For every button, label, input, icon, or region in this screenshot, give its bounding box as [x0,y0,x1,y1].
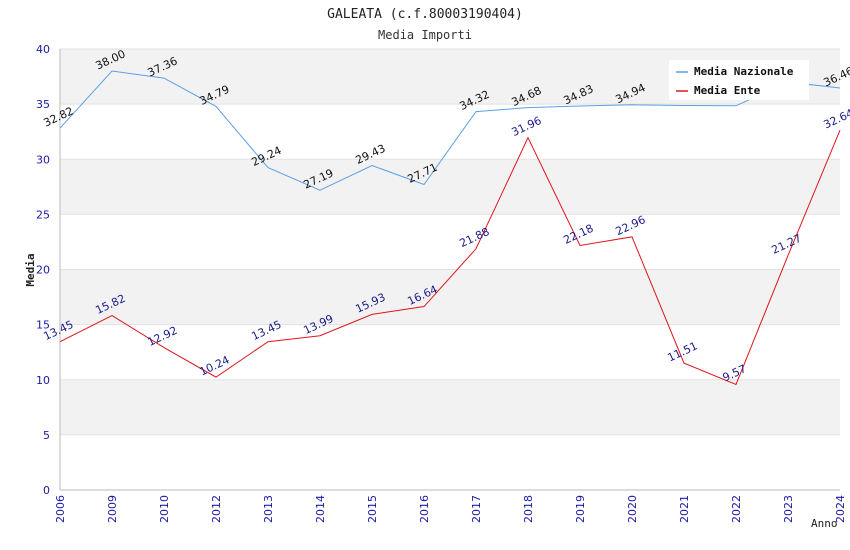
x-tick-label: 2021 [678,495,691,523]
plot-bands [60,49,840,435]
x-tick-label: 2014 [314,495,327,523]
x-tick-label: 2016 [418,495,431,523]
series-line-media-ente [59,129,841,386]
series-line-media-nazionale [59,70,841,191]
x-tick-label: 2013 [262,495,275,523]
x-tick-label: 2018 [522,495,535,523]
x-tick-label: 2023 [782,495,795,523]
y-tick-label: 10 [36,374,50,387]
data-label: 32.64 [821,106,850,131]
plot-band [60,269,840,325]
data-label: 31.96 [509,114,543,139]
data-label: 10.24 [197,353,231,378]
legend-label-media-ente: Media Ente [694,84,761,97]
chart-title: GALEATA (c.f.80003190404) [327,7,523,22]
x-tick-label: 2012 [210,495,223,523]
data-label: 21.27 [769,232,803,257]
y-tick-label: 20 [36,264,50,277]
legend: Media Nazionale Media Ente [669,60,809,100]
data-label: 22.96 [613,213,647,238]
x-tick-label: 2017 [470,495,483,523]
x-tick-label: 2022 [730,495,743,523]
y-axis-label: Media [24,253,37,286]
legend-box [669,60,809,100]
legend-label-media-nazionale: Media Nazionale [694,65,794,78]
y-tick-labels: 0 5 10 15 20 25 30 35 40 [36,43,50,497]
y-tick-label: 40 [36,43,50,56]
x-tick-labels: 2006 2009 2010 2012 2013 2014 2015 2016 2017 2018… [54,495,847,523]
plot-band [60,159,840,215]
x-tick-label: 2020 [626,495,639,523]
chart-subtitle: Media Importi [378,28,472,42]
y-tick-label: 5 [43,429,50,442]
y-tick-label: 0 [43,484,50,497]
x-axis-label: Anno [811,517,838,530]
x-tick-label: 2015 [366,495,379,523]
x-tick-label: 2010 [158,495,171,523]
y-tick-label: 25 [36,208,50,221]
y-tick-label: 15 [36,319,50,332]
x-tick-label: 2024 [834,495,847,523]
plot-band [60,379,840,435]
x-tick-label: 2006 [54,495,67,523]
data-label: 21.88 [457,225,491,250]
x-tick-label: 2009 [106,495,119,523]
x-tick-label: 2019 [574,495,587,523]
series-lines [59,70,841,386]
data-label: 12.92 [145,324,179,349]
y-tick-label: 35 [36,98,50,111]
y-tick-label: 30 [36,153,50,166]
